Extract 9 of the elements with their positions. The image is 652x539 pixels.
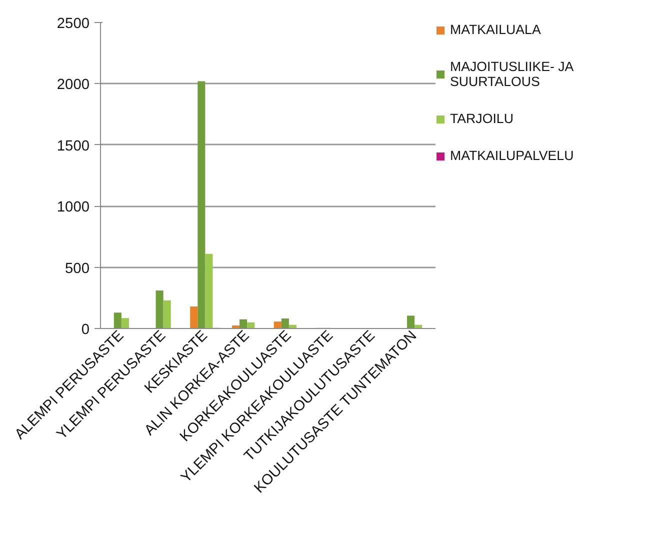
y-tick-label: 1500 (56, 138, 90, 154)
legend-label: MATKAILUALA (450, 22, 541, 37)
y-tick-label: 500 (65, 260, 90, 277)
y-tick-label: 2000 (56, 77, 90, 94)
legend-label: MAJOITUSLIIKE- JA SUURTALOUS (450, 59, 574, 89)
legend-label: TARJOILU (450, 111, 514, 126)
legend-label: MATKAILUPALVELU (450, 148, 574, 163)
y-tick-label: 2500 (56, 16, 90, 32)
y-tick-label: 1000 (56, 200, 90, 216)
